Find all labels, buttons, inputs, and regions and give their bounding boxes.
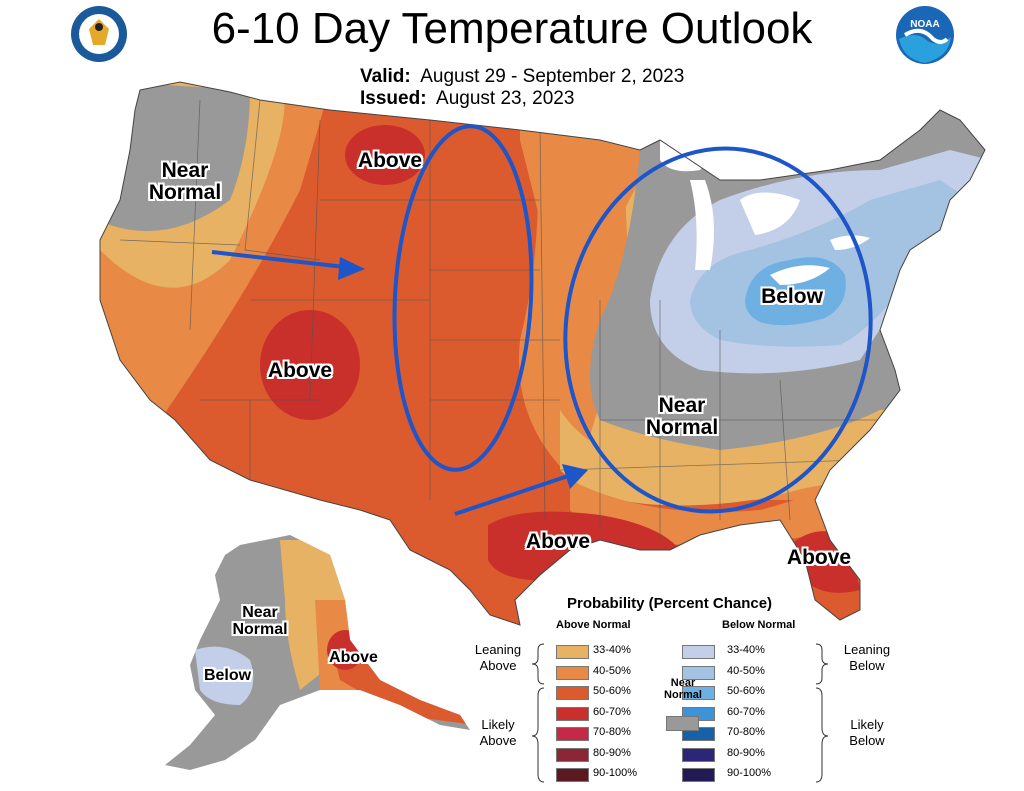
legend-near-normal-line1: Near [670,677,696,689]
legend-likely-below: Likely Below [835,717,899,748]
legend-below-label-2: 50-60% [727,685,765,697]
legend-above-label-2: 50-60% [593,685,631,697]
label-above-florida: Above [786,546,852,569]
legend-above-swatch-0 [556,645,589,659]
issued-value: August 23, 2023 [436,88,575,109]
legend-leaning-above-line1: Leaning [474,642,522,657]
legend-likely-above-line2: Above [479,732,517,748]
label-near-normal-nw-line1: Near [161,159,209,182]
legend-likely-below-line2: Below [849,732,885,748]
label-above-texas: Above [525,530,591,553]
label-near-normal-se-line1: Near [658,394,706,417]
legend-near-normal: Near Normal [658,677,708,701]
noaa-logo-text: NOAA [910,19,939,30]
legend-near-normal-line2: Normal [664,689,702,701]
legend-leaning-below-line2: Below [849,657,885,673]
label-ak-near-normal: Near Normal [220,604,300,639]
legend-below-swatch-5 [682,747,715,762]
legend-below-label-4: 70-80% [727,726,765,738]
legend-leaning-below-line1: Leaning [843,642,891,657]
label-near-normal-se: Near Normal [632,394,732,440]
valid-line: Valid: August 29 - September 2, 2023 [360,66,684,88]
legend-leaning-above-line2: Above [479,657,517,673]
label-below-ohio: Below [761,285,823,308]
legend-below-swatch-1 [682,665,715,680]
legend-above-swatch-1 [556,665,589,680]
label-near-normal-nw: Near Normal [135,159,235,205]
legend-above-header: Above Normal [556,619,631,631]
legend-above-label-0: 33-40% [593,644,631,656]
annotation-overlay [211,124,873,516]
legend-above-label-5: 80-90% [593,746,631,759]
issued-line: Issued: August 23, 2023 [360,88,574,110]
legend-above-label-1: 40-50% [593,664,631,677]
legend-leaning-above: Leaning Above [468,642,528,673]
legend-above-swatch-2 [556,686,589,700]
legend-leaning-below: Leaning Below [835,642,899,673]
legend-above-label-4: 70-80% [593,726,631,738]
legend-below-label-0: 33-40% [727,644,765,656]
legend-below-label-6: 90-100% [727,767,772,779]
label-ak-below: Below [203,667,252,684]
legend-likely-above: Likely Above [468,717,528,748]
legend-above-swatch-5 [556,747,589,762]
legend-below-swatch-6 [682,768,715,782]
legend-below-label-1: 40-50% [727,664,765,677]
page-title: 6-10 Day Temperature Outlook [211,4,813,53]
legend-below-swatch-0 [682,645,715,659]
legend-below-label-5: 80-90% [727,746,765,759]
legend-above-swatch-6 [556,768,589,782]
legend-braces-left [531,643,545,783]
legend-braces-right [815,643,829,783]
legend-below-header: Below Normal [722,619,796,631]
valid-label: Valid: [360,66,411,87]
label-ak-near-normal-line1: Near [242,604,278,621]
valid-value: August 29 - September 2, 2023 [420,66,685,87]
legend-above-swatch-4 [556,727,589,741]
label-near-normal-se-line2: Normal [645,416,719,440]
label-above-southwest: Above [267,359,333,382]
label-near-normal-nw-line2: Normal [148,181,222,205]
issued-label: Issued: [360,88,427,109]
legend-near-normal-swatch [666,716,699,731]
legend-above-swatch-3 [556,706,589,721]
legend-likely-above-line1: Likely [481,717,515,732]
legend-likely-below-line1: Likely [850,717,884,732]
label-ak-near-normal-line2: Normal [232,620,288,638]
legend-below-swatch-2 [682,686,715,700]
commerce-seal-icon [71,6,127,62]
label-ak-above: Above [329,649,378,666]
noaa-logo-icon: NOAA [896,6,954,64]
legend-title: Probability (Percent Chance) [567,595,773,612]
legend-above-label-6: 90-100% [593,767,638,779]
legend-above-label-3: 60-70% [593,705,631,718]
label-above-north: Above [357,149,423,172]
legend-below-label-3: 60-70% [727,705,765,718]
